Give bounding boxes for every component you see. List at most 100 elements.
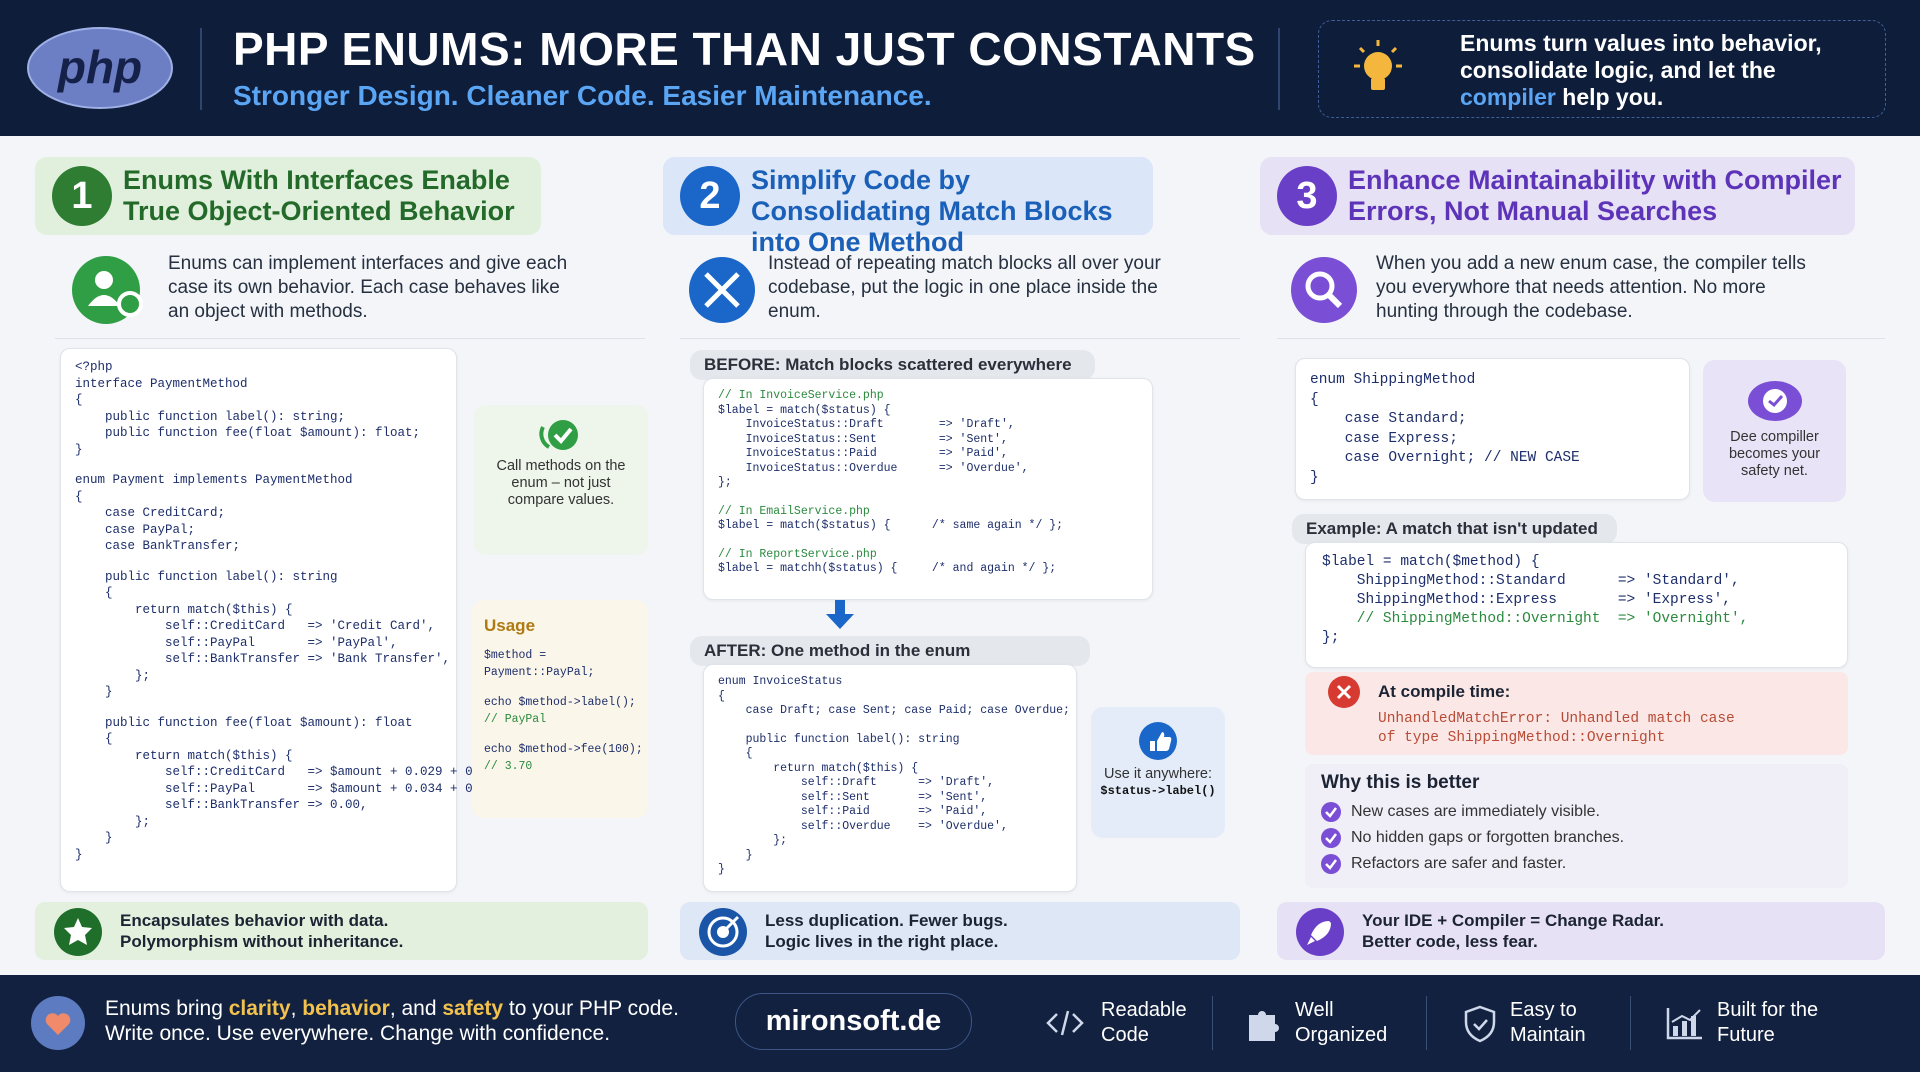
divider xyxy=(1212,996,1213,1050)
site-link[interactable]: mironsoft.de xyxy=(735,993,972,1050)
code-line: return match($this) { xyxy=(75,602,293,617)
logo-text: php xyxy=(56,41,142,93)
code-line: { xyxy=(718,747,753,760)
divider xyxy=(1630,996,1631,1050)
callout-code: $status->label() xyxy=(1100,784,1216,798)
code-line: InvoiceStatus::Draft => 'Draft', xyxy=(718,418,1015,431)
code-line: case Overnight; // NEW CASE xyxy=(1310,450,1580,466)
feature: Readable Code xyxy=(1101,999,1187,1046)
code-line: of type ShippingMethod::Overnight xyxy=(1378,730,1666,746)
tip-box xyxy=(1318,20,1886,118)
heart-icon xyxy=(31,996,85,1050)
code-line: $label = matchh($status) { /* and again … xyxy=(718,562,1057,575)
php-logo: php xyxy=(27,27,173,109)
header xyxy=(0,0,1920,136)
divider xyxy=(1278,28,1280,110)
code-line: interface PaymentMethod xyxy=(75,376,248,391)
code-line: ShippingMethod::Express => 'Express', xyxy=(1322,592,1731,608)
code-line: self::Paid => 'Paid', xyxy=(718,805,988,818)
code-line: }; xyxy=(75,814,151,829)
code-line: { xyxy=(75,489,83,504)
code-line: InvoiceStatus::Overdue => 'Overdue', xyxy=(718,461,1029,475)
section-number: 1 xyxy=(52,166,112,226)
why-text: New cases are immediately visible. xyxy=(1351,803,1600,820)
code-icon xyxy=(1046,1010,1084,1036)
code-line: public function fee(float $amount): floa… xyxy=(75,715,413,730)
usage-box: Usage $method = Payment::PayPal; echo $met… xyxy=(472,600,648,818)
search-icon xyxy=(1291,257,1357,323)
code-line: // In EmailService.php xyxy=(718,504,870,518)
code-line: { xyxy=(75,732,113,746)
msg-part: , and xyxy=(389,997,443,1020)
footer-line: Logic lives in the right place. xyxy=(765,932,999,951)
footer-line: Encapsulates behavior with data. xyxy=(120,911,389,930)
code-line: InvoiceStatus::Sent => 'Sent', xyxy=(718,432,1008,446)
code-line: case BankTransfer; xyxy=(75,539,241,553)
code-line: } xyxy=(718,863,725,876)
divider xyxy=(1426,996,1427,1050)
footer-line: Polymorphism without inheritance. xyxy=(120,932,404,951)
target-icon xyxy=(699,908,747,956)
error-box: At compile time: UnhandledMatchError: Un… xyxy=(1305,672,1848,755)
callout-icon xyxy=(539,420,578,450)
separator xyxy=(1277,338,1885,339)
code-line: case CreditCard; xyxy=(75,506,226,520)
feature: Well Organized xyxy=(1295,999,1388,1046)
merge-icon xyxy=(689,257,755,323)
code-line: { xyxy=(1310,391,1319,408)
code-line: public function label(): string xyxy=(75,569,338,584)
why-box: Why this is better New cases are immedia… xyxy=(1305,764,1848,888)
code-line: { xyxy=(718,689,725,703)
code-line: self::BankTransfer => 'Bank Transfer', xyxy=(75,652,451,666)
why-item: Refactors are safer and faster. xyxy=(1321,854,1832,874)
code-line: enum ShippingMethod xyxy=(1310,372,1476,388)
msg-highlight: safety xyxy=(442,997,504,1020)
code-line: { xyxy=(75,586,113,600)
separator xyxy=(680,338,1240,339)
error-icon xyxy=(1328,676,1360,708)
callout-text: Dee compiller becomes your safety net. xyxy=(1728,429,1821,479)
message-line: Write once. Use everywhere. Change with … xyxy=(105,1022,611,1045)
rocket-icon xyxy=(1296,908,1344,956)
code-block: // In InvoiceService.php $label = match($… xyxy=(703,378,1153,600)
msg-highlight: behavior xyxy=(302,997,390,1020)
code-line: enum InvoiceStatus xyxy=(718,675,843,688)
section-header: 1 Enums With Interfaces Enable True Obje… xyxy=(35,157,541,235)
section-number: 3 xyxy=(1277,166,1337,226)
code-line: case Express; xyxy=(1310,430,1458,447)
check-icon xyxy=(1321,854,1341,874)
code-line: }; xyxy=(75,668,151,683)
section-title: Enhance Maintainability with Compiler Er… xyxy=(1348,165,1842,226)
thumb-icon xyxy=(1139,722,1177,760)
code-block: enum ShippingMethod { case Standard; case… xyxy=(1295,358,1690,500)
feature: Easy to Maintain xyxy=(1510,999,1586,1046)
section-intro: Enums can implement interfaces and give … xyxy=(168,253,568,322)
callout: Call methods on the enum – not just comp… xyxy=(474,405,648,555)
tip-highlight: compiler xyxy=(1460,84,1556,110)
code-line: // In InvoiceService.php xyxy=(718,389,884,402)
star-icon xyxy=(54,908,102,956)
user-gear-icon xyxy=(72,256,143,324)
code-line: $label = match($status) { /* same again … xyxy=(718,519,1064,532)
section-title: Enums With Interfaces Enable True Object… xyxy=(123,165,515,226)
msg-highlight: clarity xyxy=(228,997,291,1020)
code-line: } xyxy=(75,685,113,699)
code-block: enum InvoiceStatus{ case Draft; case Sen… xyxy=(703,664,1077,892)
code-line: self::CreditCard => 'Credit Card', xyxy=(75,619,436,633)
puzzle-icon xyxy=(1249,1011,1279,1041)
code-line: // In ReportService.php xyxy=(718,547,877,561)
separator xyxy=(55,338,645,339)
chart-icon xyxy=(1666,1008,1702,1040)
usage-code: $method = Payment::PayPal; echo $method->l… xyxy=(484,648,643,775)
msg-part: , xyxy=(290,997,303,1020)
feature: Built for the Future xyxy=(1717,999,1819,1046)
footer-text: Encapsulates behavior with data. Polymorp… xyxy=(120,910,403,952)
why-list: New cases are immediately visible. No hid… xyxy=(1321,802,1832,874)
section-header: 2 Simplify Code by Consolidating Match B… xyxy=(663,157,1153,257)
code-line: self::CreditCard => $amount + 0.029 + 0.… xyxy=(75,765,503,779)
why-item: No hidden gaps or forgotten branches. xyxy=(1321,828,1832,848)
after-label: AFTER: One method in the enum xyxy=(690,636,1090,666)
divider xyxy=(200,28,202,110)
tip-part: Enums turn values into behavior, consoli… xyxy=(1460,30,1822,83)
